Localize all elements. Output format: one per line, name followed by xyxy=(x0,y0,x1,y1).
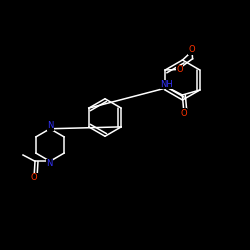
Text: O: O xyxy=(180,109,187,118)
Text: N: N xyxy=(47,121,54,130)
Text: O: O xyxy=(31,174,38,182)
Text: N: N xyxy=(46,159,53,168)
Text: O: O xyxy=(189,46,195,54)
Text: O: O xyxy=(176,65,183,74)
Text: NH: NH xyxy=(160,80,173,89)
